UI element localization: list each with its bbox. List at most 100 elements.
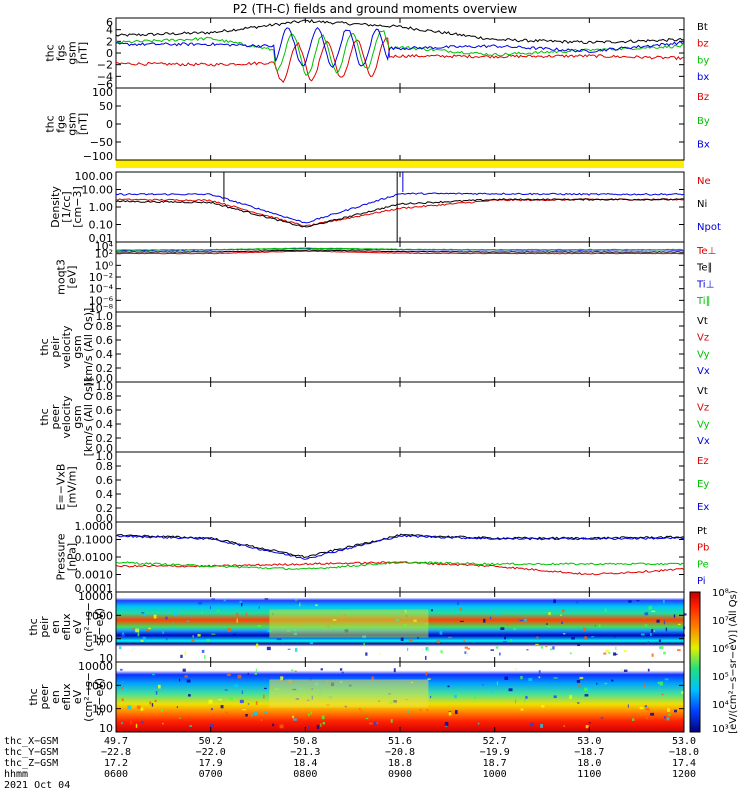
- legend-fge-2: Bx: [697, 140, 710, 151]
- legend-peir-0: Vt: [697, 316, 708, 327]
- ytick-density-2: 1.00: [89, 201, 114, 214]
- colorbar: [689, 591, 701, 733]
- ytick-peir-5: 0.0: [96, 372, 114, 385]
- colorbar-tick-4: 10⁴: [712, 700, 729, 711]
- legend-pressure-2: Pe: [697, 559, 709, 570]
- ylabel-peer: velocity: [60, 395, 73, 438]
- ylabel-peir: velocity: [60, 325, 73, 368]
- time-col-0-3: 0600: [104, 769, 128, 780]
- ylabel-peer_spec: sr−eV): [93, 678, 106, 716]
- ytick-fgs-0: 6: [106, 16, 113, 29]
- legend-peir-3: Vx: [697, 366, 710, 377]
- ytick-pressure-3: 0.0010: [75, 569, 114, 582]
- series-fgs-Bt: [115, 19, 685, 45]
- series-temp-Ti∥: [115, 247, 685, 251]
- legend-peer-2: Vy: [697, 419, 710, 430]
- time-col-4-0: 52.7: [483, 736, 507, 747]
- ylabel-peir_spec: thc: [27, 618, 40, 635]
- ytick-efield-3: 0.4: [96, 488, 114, 501]
- legend-density-2: Npot: [697, 222, 721, 233]
- time-col-2-3: 0800: [293, 769, 317, 780]
- time-col-6-3: 1200: [672, 769, 696, 780]
- ylabel-pressure: [nPa]: [66, 543, 79, 571]
- ylabel-efield: [mV/m]: [66, 466, 79, 507]
- time-col-2-2: 18.4: [293, 758, 317, 769]
- panel-peir_spec: [115, 591, 687, 663]
- series-density-Npot: [115, 192, 685, 224]
- series-temp-Te⊥: [115, 250, 685, 255]
- ylabel-peir_spec: sr−eV): [93, 608, 106, 646]
- legend-efield-1: Ey: [697, 479, 709, 490]
- axes-peer: [115, 381, 685, 453]
- legend-peer-3: Vx: [697, 436, 710, 447]
- time-col-4-3: 1000: [483, 769, 507, 780]
- legend-efield-2: Ex: [697, 502, 709, 513]
- ylabel-peir_spec: eV: [71, 619, 84, 634]
- panel-fgs: [115, 17, 685, 89]
- ylabel-peir: gsm: [71, 335, 84, 358]
- legend-temp-1: Te∥: [696, 263, 713, 274]
- time-row-label-2: thc_Z−GSM: [4, 758, 58, 769]
- ytick-efield-4: 0.2: [96, 502, 114, 515]
- legend-peir-2: Vy: [697, 349, 710, 360]
- ytick-peir_spec-2: 100: [92, 633, 113, 646]
- ytick-density-4: 0.01: [89, 232, 114, 245]
- time-col-6-1: −18.0: [669, 747, 699, 758]
- ytick-fgs-3: 0: [106, 47, 113, 60]
- ytick-peir-1: 0.8: [96, 320, 114, 333]
- time-row-label-1: thc_Y−GSM: [4, 747, 58, 758]
- panel-pressure: [115, 521, 685, 593]
- ylabel-temp: [eV]: [66, 266, 79, 289]
- series-fgs-bx: [116, 26, 685, 69]
- spectrogram-event: [269, 679, 429, 708]
- ytick-efield-2: 0.6: [96, 474, 114, 487]
- time-col-3-3: 0900: [388, 769, 412, 780]
- ylabel-peir: [km/s (All Qs)]: [82, 308, 95, 387]
- ylabel-pressure: Pressure: [55, 533, 68, 580]
- time-col-1-0: 50.2: [199, 736, 223, 747]
- ytick-fge-1: 50: [99, 100, 113, 113]
- ytick-temp-1: 10²: [95, 248, 113, 261]
- time-col-0-2: 17.2: [104, 758, 128, 769]
- ytick-efield-0: 1.0: [96, 450, 114, 463]
- ylabel-peer: thc: [38, 408, 51, 425]
- spectrogram-event: [269, 609, 429, 638]
- time-col-5-2: 18.0: [577, 758, 601, 769]
- time-col-5-1: −18.7: [574, 747, 604, 758]
- ytick-peir-4: 0.2: [96, 362, 114, 375]
- ytick-pressure-0: 1.0000: [75, 520, 114, 533]
- legend-fgs-3: bx: [697, 72, 709, 83]
- plot-title: P2 (TH-C) fields and ground moments over…: [232, 2, 518, 16]
- legend-fge-1: By: [697, 116, 710, 127]
- ytick-peer_spec-2: 100: [92, 703, 113, 716]
- time-col-5-0: 53.0: [577, 736, 601, 747]
- time-col-3-0: 51.6: [388, 736, 412, 747]
- panel-peer: [115, 381, 685, 453]
- legend-peer-1: Vz: [697, 403, 709, 414]
- ytick-peir_spec-0: 10000: [78, 590, 113, 603]
- time-col-3-2: 18.8: [388, 758, 412, 769]
- ytick-fge-0: 100: [92, 86, 113, 99]
- legend-fge-0: Bz: [697, 92, 709, 103]
- colorbar-tick-3: 10⁵: [712, 672, 729, 683]
- ylabel-fge: fge: [55, 115, 68, 133]
- ytick-temp-4: 10⁻⁴: [89, 283, 114, 296]
- ylabel-fgs: gsm: [66, 41, 79, 64]
- ytick-peir_spec-3: 10: [99, 652, 113, 665]
- ytick-peer-4: 0.2: [96, 432, 114, 445]
- time-col-6-2: 17.4: [672, 758, 696, 769]
- series-fgs-bz: [115, 37, 685, 84]
- quality-flag-bar: [116, 160, 684, 168]
- ylabel-efield: E=−VxB: [55, 464, 68, 511]
- series-density-Ni: [115, 198, 685, 228]
- legend-density-1: Ni: [697, 199, 707, 210]
- ytick-temp-6: 10⁻⁸: [89, 302, 114, 315]
- panel-peer_spec: [115, 661, 685, 733]
- ylabel-fge: [nT]: [77, 113, 90, 135]
- legend-efield-0: Ez: [697, 456, 709, 467]
- axes-fgs: [115, 17, 685, 89]
- ylabel-peer: gsm: [71, 405, 84, 428]
- ytick-temp-0: 10⁴: [95, 240, 114, 253]
- ylabel-peer_spec: en: [49, 690, 62, 704]
